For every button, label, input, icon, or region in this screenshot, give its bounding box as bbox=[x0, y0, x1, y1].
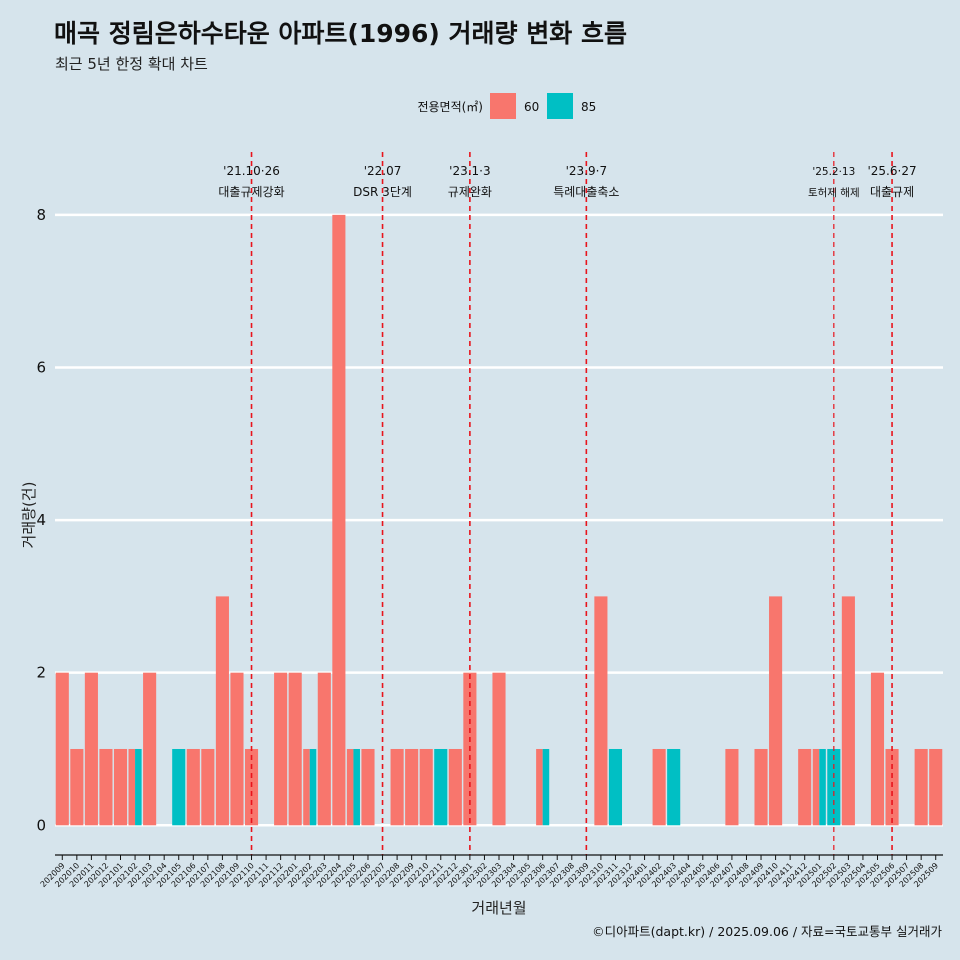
bar-60-202209 bbox=[405, 748, 419, 826]
bar-60-202210 bbox=[419, 748, 433, 826]
bar-60-202303 bbox=[492, 672, 506, 826]
bar-60-202206 bbox=[361, 748, 375, 826]
legend-swatch-60 bbox=[490, 93, 516, 119]
bar-60-202012 bbox=[99, 748, 113, 826]
bar-60-202110 bbox=[244, 748, 259, 826]
event-date: '25.6·27 bbox=[867, 164, 916, 178]
x-axis: 2020092020102020112020122021012021022021… bbox=[39, 854, 943, 889]
bar-60-202402 bbox=[652, 748, 666, 826]
bar-60-202204 bbox=[332, 214, 346, 826]
legend-title: 전용면적(㎡) bbox=[417, 100, 483, 114]
bar-85-202502 bbox=[827, 748, 841, 826]
legend-label-85: 85 bbox=[581, 100, 596, 114]
bar-60-202310 bbox=[594, 596, 608, 826]
event-markers: '21.10·26 대출규제강화 '22.07 DSR 3단계 '23.1·3 규제완화 '… bbox=[218, 152, 917, 855]
event-date: '23.9·7 bbox=[566, 164, 607, 178]
event-date: '21.10·26 bbox=[223, 164, 280, 178]
y-tick-label: 8 bbox=[36, 206, 46, 224]
bar-60-202306 bbox=[536, 748, 543, 826]
event-date: '22.07 bbox=[364, 164, 402, 178]
event-label: DSR 3단계 bbox=[353, 185, 412, 199]
legend: 전용면적(㎡) 60 85 bbox=[417, 93, 596, 119]
grid bbox=[55, 213, 943, 827]
bar-60-202501 bbox=[812, 748, 820, 826]
bar-60-202503 bbox=[841, 596, 855, 826]
bar-60-202212 bbox=[448, 748, 462, 826]
bar-85-202403 bbox=[667, 748, 681, 826]
bar-60-202010 bbox=[70, 748, 84, 826]
bars bbox=[55, 214, 943, 826]
bar-60-202011 bbox=[84, 672, 98, 826]
chart-title: 매곡 정림은하수타운 아파트(1996) 거래량 변화 흐름 bbox=[54, 19, 627, 48]
legend-swatch-85 bbox=[547, 93, 573, 119]
bar-60-202106 bbox=[186, 748, 200, 826]
bar-60-202208 bbox=[390, 748, 404, 826]
bar-85-202105 bbox=[172, 748, 186, 826]
y-tick-label: 6 bbox=[36, 358, 46, 376]
bar-60-202102 bbox=[128, 748, 136, 826]
bar-60-202412 bbox=[798, 748, 812, 826]
bar-85-202501 bbox=[819, 748, 826, 826]
bar-60-202205 bbox=[346, 748, 354, 826]
y-axis-title: 거래량(건) bbox=[20, 482, 38, 549]
y-tick-label: 4 bbox=[36, 511, 46, 529]
bar-85-202205 bbox=[353, 748, 360, 826]
bar-60-202508 bbox=[914, 748, 928, 826]
legend-label-60: 60 bbox=[524, 100, 539, 114]
bar-60-202203 bbox=[317, 672, 331, 826]
bar-60-202505 bbox=[870, 672, 885, 826]
bar-60-202009 bbox=[55, 672, 69, 826]
event-label: 대출규제 bbox=[870, 185, 914, 199]
event-date: '25.2·13 bbox=[812, 166, 855, 178]
bar-60-202101 bbox=[113, 748, 128, 826]
bar-60-202109 bbox=[230, 672, 244, 826]
event-label: 토허제 해제 bbox=[808, 186, 860, 199]
x-axis-title: 거래년월 bbox=[471, 899, 526, 917]
event-label: 규제완화 bbox=[448, 185, 492, 199]
bar-85-202102 bbox=[135, 748, 142, 826]
bar-85-202211 bbox=[434, 748, 448, 826]
bar-60-202108 bbox=[215, 596, 229, 826]
chart-subtitle: 최근 5년 한정 확대 차트 bbox=[55, 55, 208, 73]
event-date: '23.1·3 bbox=[449, 164, 490, 178]
event-label: 특례대출축소 bbox=[553, 185, 619, 199]
bar-60-202107 bbox=[201, 748, 215, 826]
bar-60-202506 bbox=[885, 748, 899, 826]
bar-60-202103 bbox=[143, 672, 157, 826]
y-tick-label: 0 bbox=[36, 816, 46, 834]
bar-60-202112 bbox=[274, 672, 288, 826]
bar-60-202409 bbox=[754, 748, 768, 826]
bar-85-202306 bbox=[542, 748, 550, 826]
bar-60-202410 bbox=[769, 596, 783, 826]
event-label: 대출규제강화 bbox=[218, 185, 284, 199]
y-tick-label: 2 bbox=[36, 664, 46, 682]
caption: ©디아파트(dapt.kr) / 2025.09.06 / 자료=국토교통부 실… bbox=[592, 924, 942, 939]
bar-85-202311 bbox=[608, 748, 623, 826]
y-axis: 0 2 4 6 8 bbox=[36, 206, 46, 834]
bar-60-202202 bbox=[303, 748, 310, 826]
bar-60-202407 bbox=[725, 748, 739, 826]
bar-60-202509 bbox=[929, 748, 943, 826]
bar-60-202201 bbox=[288, 672, 302, 826]
bar-85-202202 bbox=[309, 748, 317, 826]
